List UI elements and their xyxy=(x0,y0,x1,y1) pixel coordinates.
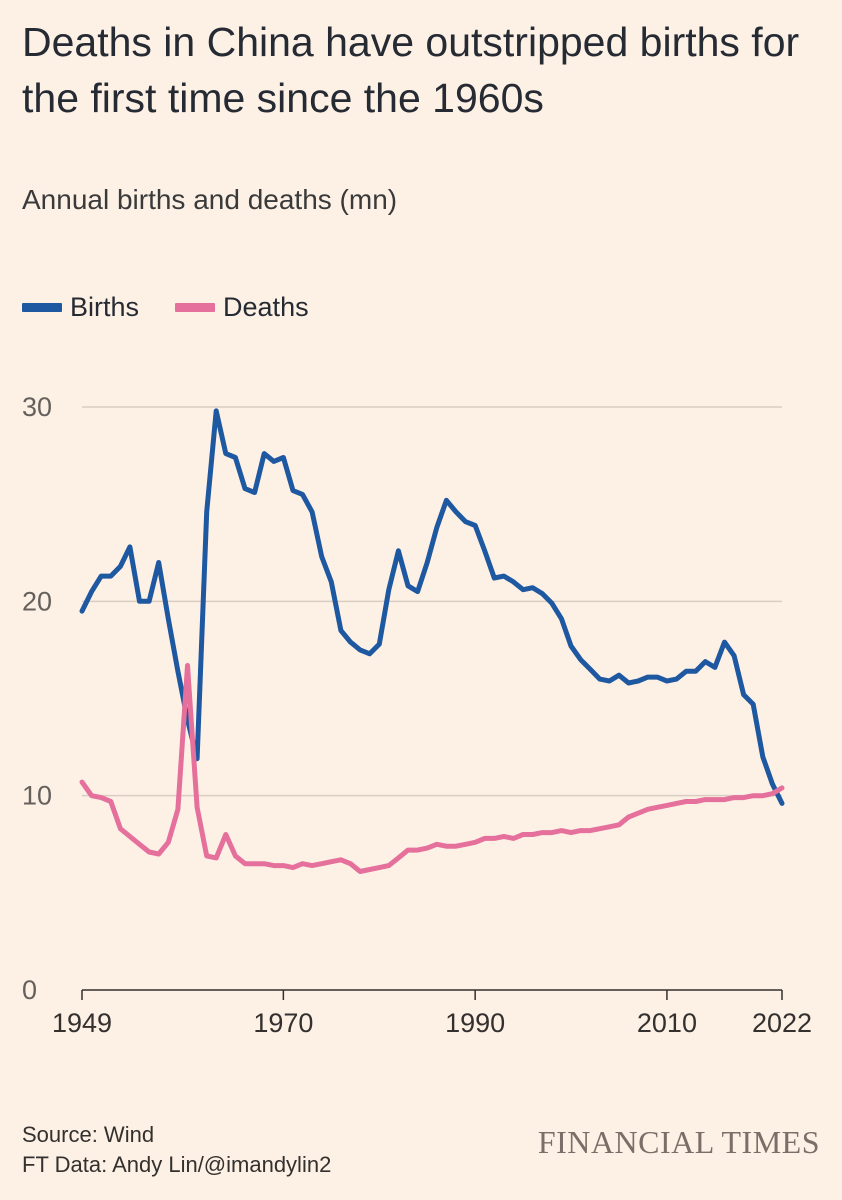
x-tick-label-1949: 1949 xyxy=(52,1008,112,1038)
legend-label-births: Births xyxy=(70,292,140,322)
legend-item-deaths: Deaths xyxy=(175,292,309,323)
chart-subtitle: Annual births and deaths (mn) xyxy=(22,184,398,215)
ft-brand-logo: FINANCIAL TIMES xyxy=(537,1124,820,1160)
y-tick-label-10: 10 xyxy=(22,781,52,811)
source-note: Source: Wind xyxy=(22,1122,155,1147)
x-tick-label-1970: 1970 xyxy=(253,1008,313,1038)
series-line-births xyxy=(79,408,785,806)
y-tick-label-30: 30 xyxy=(22,392,52,422)
x-tick-label-2022: 2022 xyxy=(752,1008,812,1038)
y-tick-label-20: 20 xyxy=(22,586,52,616)
credit-note: FT Data: Andy Lin/@imandylin2 xyxy=(22,1152,332,1177)
legend-swatch-births xyxy=(22,303,62,312)
legend: Births Deaths xyxy=(22,292,345,323)
series-line-deaths xyxy=(79,663,785,874)
legend-swatch-deaths xyxy=(175,303,216,312)
y-tick-label-0: 0 xyxy=(22,975,37,1005)
line-chart: 0 10 20 30 1949 1970 1990 2010 2022 xyxy=(22,392,812,1038)
x-tick-label-2010: 2010 xyxy=(637,1008,697,1038)
chart-title: Deaths in China have outstripped births … xyxy=(22,19,800,121)
legend-item-births: Births xyxy=(22,292,139,323)
x-tick-label-1990: 1990 xyxy=(445,1008,505,1038)
footer: Source: Wind FT Data: Andy Lin/@imandyli… xyxy=(22,1120,331,1180)
legend-label-deaths: Deaths xyxy=(223,292,309,322)
